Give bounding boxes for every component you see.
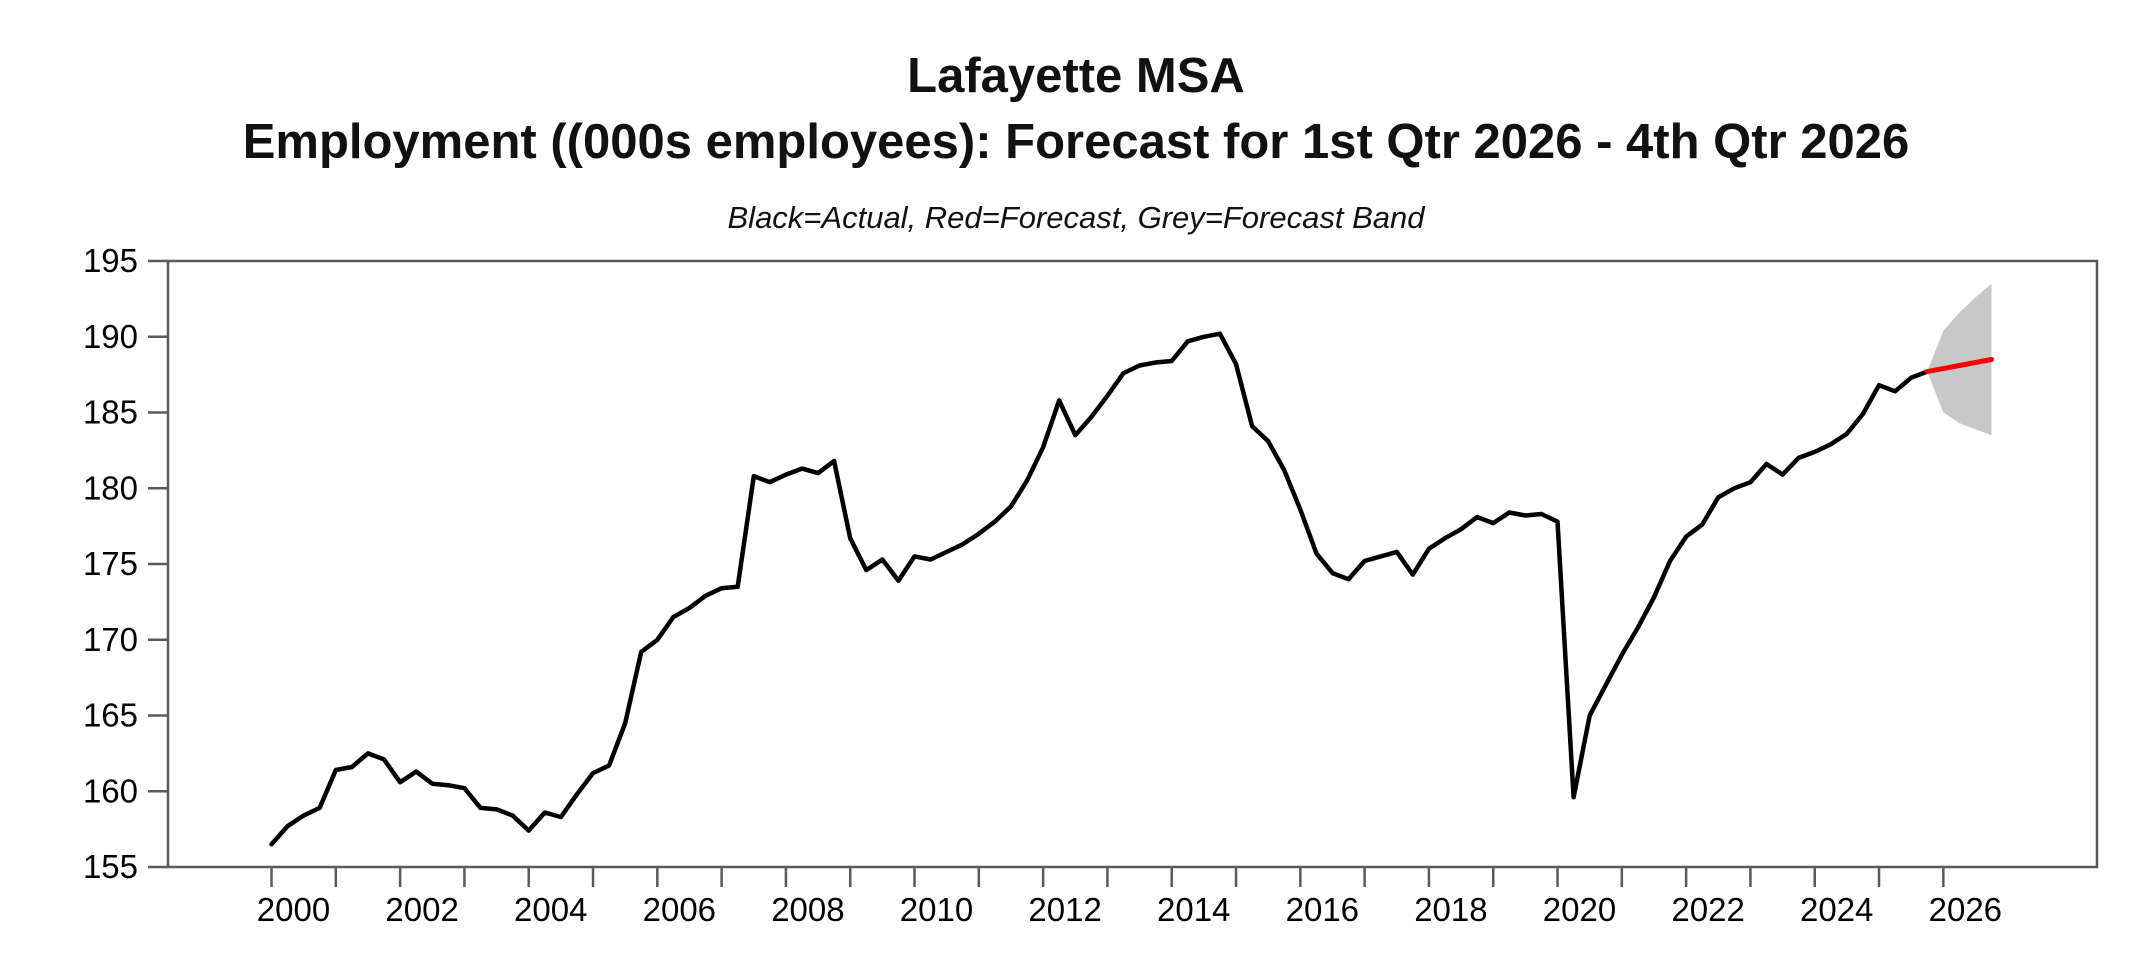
y-axis-tick-label: 185 xyxy=(83,394,138,431)
forecast-series-line xyxy=(1924,357,1994,375)
x-axis-tick-label: 2006 xyxy=(643,891,716,928)
x-axis-tick-label: 2020 xyxy=(1543,891,1616,928)
y-axis-tick-label: 170 xyxy=(83,621,138,658)
x-axis-tick-label: 2010 xyxy=(900,891,973,928)
y-axis-tick-label: 190 xyxy=(83,318,138,355)
x-axis-tick-label: 2024 xyxy=(1800,891,1873,928)
x-axis-tick-label: 2004 xyxy=(514,891,587,928)
chart-title-line2: Employment ((000s employees): Forecast f… xyxy=(242,115,1910,169)
chart-subtitle: Black=Actual, Red=Forecast, Grey=Forecas… xyxy=(727,200,1425,235)
y-axis-tick-label: 155 xyxy=(83,848,138,885)
y-axis-tick-label: 160 xyxy=(83,772,138,809)
x-axis-tick-label: 2018 xyxy=(1414,891,1487,928)
x-axis-tick-label: 2000 xyxy=(257,891,330,928)
y-axis-tick-label: 175 xyxy=(83,545,138,582)
chart-title-line1: Lafayette MSA xyxy=(907,49,1245,103)
x-axis-tick-label: 2012 xyxy=(1028,891,1101,928)
forecast-band xyxy=(1927,283,1992,436)
x-axis-tick-label: 2008 xyxy=(771,891,844,928)
x-axis-tick-label: 2022 xyxy=(1671,891,1744,928)
x-axis-tick-label: 2016 xyxy=(1286,891,1359,928)
y-axis-tick-label: 180 xyxy=(83,469,138,506)
x-axis-tick-label: 2002 xyxy=(385,891,458,928)
x-axis-tick-label: 2014 xyxy=(1157,891,1230,928)
x-axis-tick-label: 2026 xyxy=(1929,891,2002,928)
plot-border xyxy=(166,259,2099,869)
y-axis-tick-label: 165 xyxy=(83,697,138,734)
y-axis-tick-label: 195 xyxy=(83,242,138,279)
actual-series-line xyxy=(269,331,1930,847)
